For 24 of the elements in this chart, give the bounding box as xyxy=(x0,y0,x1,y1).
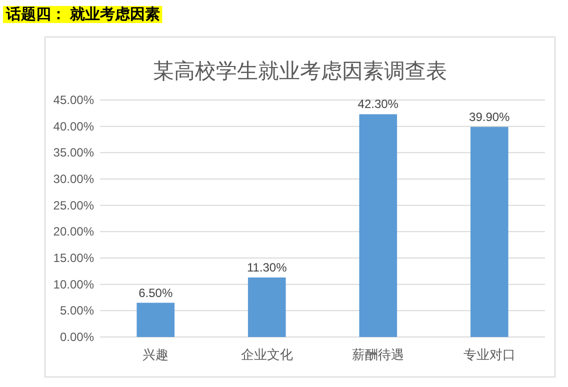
y-tick-label: 20.00% xyxy=(53,224,94,239)
bar xyxy=(248,277,286,337)
data-label: 42.30% xyxy=(358,97,399,112)
bar xyxy=(136,302,175,337)
x-tick-label: 专业对口 xyxy=(463,347,516,362)
x-tick-label: 企业文化 xyxy=(240,347,293,362)
y-tick-label: 45.00% xyxy=(53,93,94,107)
data-label: 11.30% xyxy=(246,260,288,274)
bar xyxy=(470,126,508,337)
x-tick-label: 兴趣 xyxy=(142,347,169,362)
chart-title: 某高校学生就业考虑因素调查表 xyxy=(153,60,447,83)
y-tick-label: 25.00% xyxy=(53,198,94,212)
text: 话题四： 就业考虑因素 xyxy=(5,6,160,23)
data-label: 39.90% xyxy=(469,110,510,124)
y-tick-label: 5.00% xyxy=(60,304,94,318)
y-tick-label: 10.00% xyxy=(53,277,94,292)
y-tick-label: 30.00% xyxy=(53,172,94,186)
data-label: 6.50% xyxy=(138,286,173,300)
y-tick-label: 15.00% xyxy=(53,251,94,265)
y-tick-label: 40.00% xyxy=(53,119,94,134)
y-tick-label: 35.00% xyxy=(53,146,94,160)
bar xyxy=(359,114,398,337)
x-tick-label: 薪酬待遇 xyxy=(352,347,404,362)
y-tick-label: 0.00% xyxy=(60,330,94,344)
